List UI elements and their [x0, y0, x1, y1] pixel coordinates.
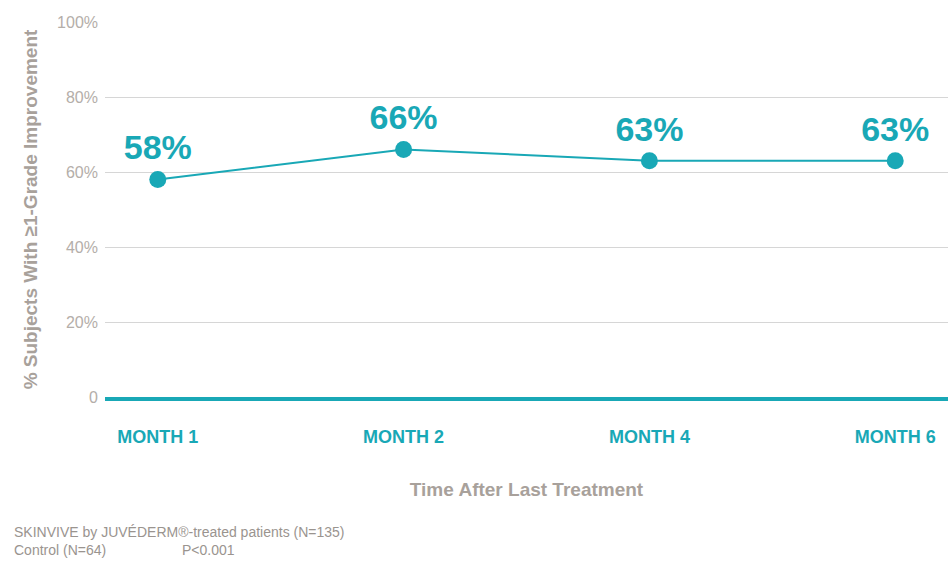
svg-text:MONTH 6: MONTH 6	[855, 427, 936, 447]
svg-text:63%: 63%	[615, 110, 683, 148]
svg-text:20%: 20%	[66, 314, 98, 331]
svg-text:% Subjects With ≥1-Grade Impro: % Subjects With ≥1-Grade Improvement	[20, 29, 41, 389]
svg-text:63%: 63%	[861, 110, 929, 148]
svg-text:MONTH 4: MONTH 4	[609, 427, 690, 447]
svg-text:60%: 60%	[66, 164, 98, 181]
svg-text:P<0.001: P<0.001	[182, 542, 235, 558]
svg-text:58%: 58%	[124, 128, 192, 166]
svg-text:0: 0	[89, 389, 98, 406]
svg-text:40%: 40%	[66, 239, 98, 256]
svg-text:MONTH 1: MONTH 1	[117, 427, 198, 447]
svg-text:SKINVIVE by JUVÉDERM®-treated: SKINVIVE by JUVÉDERM®-treated patients (…	[14, 524, 345, 540]
svg-text:Time After Last Treatment: Time After Last Treatment	[410, 479, 644, 500]
svg-text:100%: 100%	[57, 14, 98, 31]
svg-text:MONTH 2: MONTH 2	[363, 427, 444, 447]
svg-text:66%: 66%	[370, 98, 438, 136]
svg-text:80%: 80%	[66, 89, 98, 106]
svg-text:Control (N=64): Control (N=64)	[14, 542, 106, 558]
